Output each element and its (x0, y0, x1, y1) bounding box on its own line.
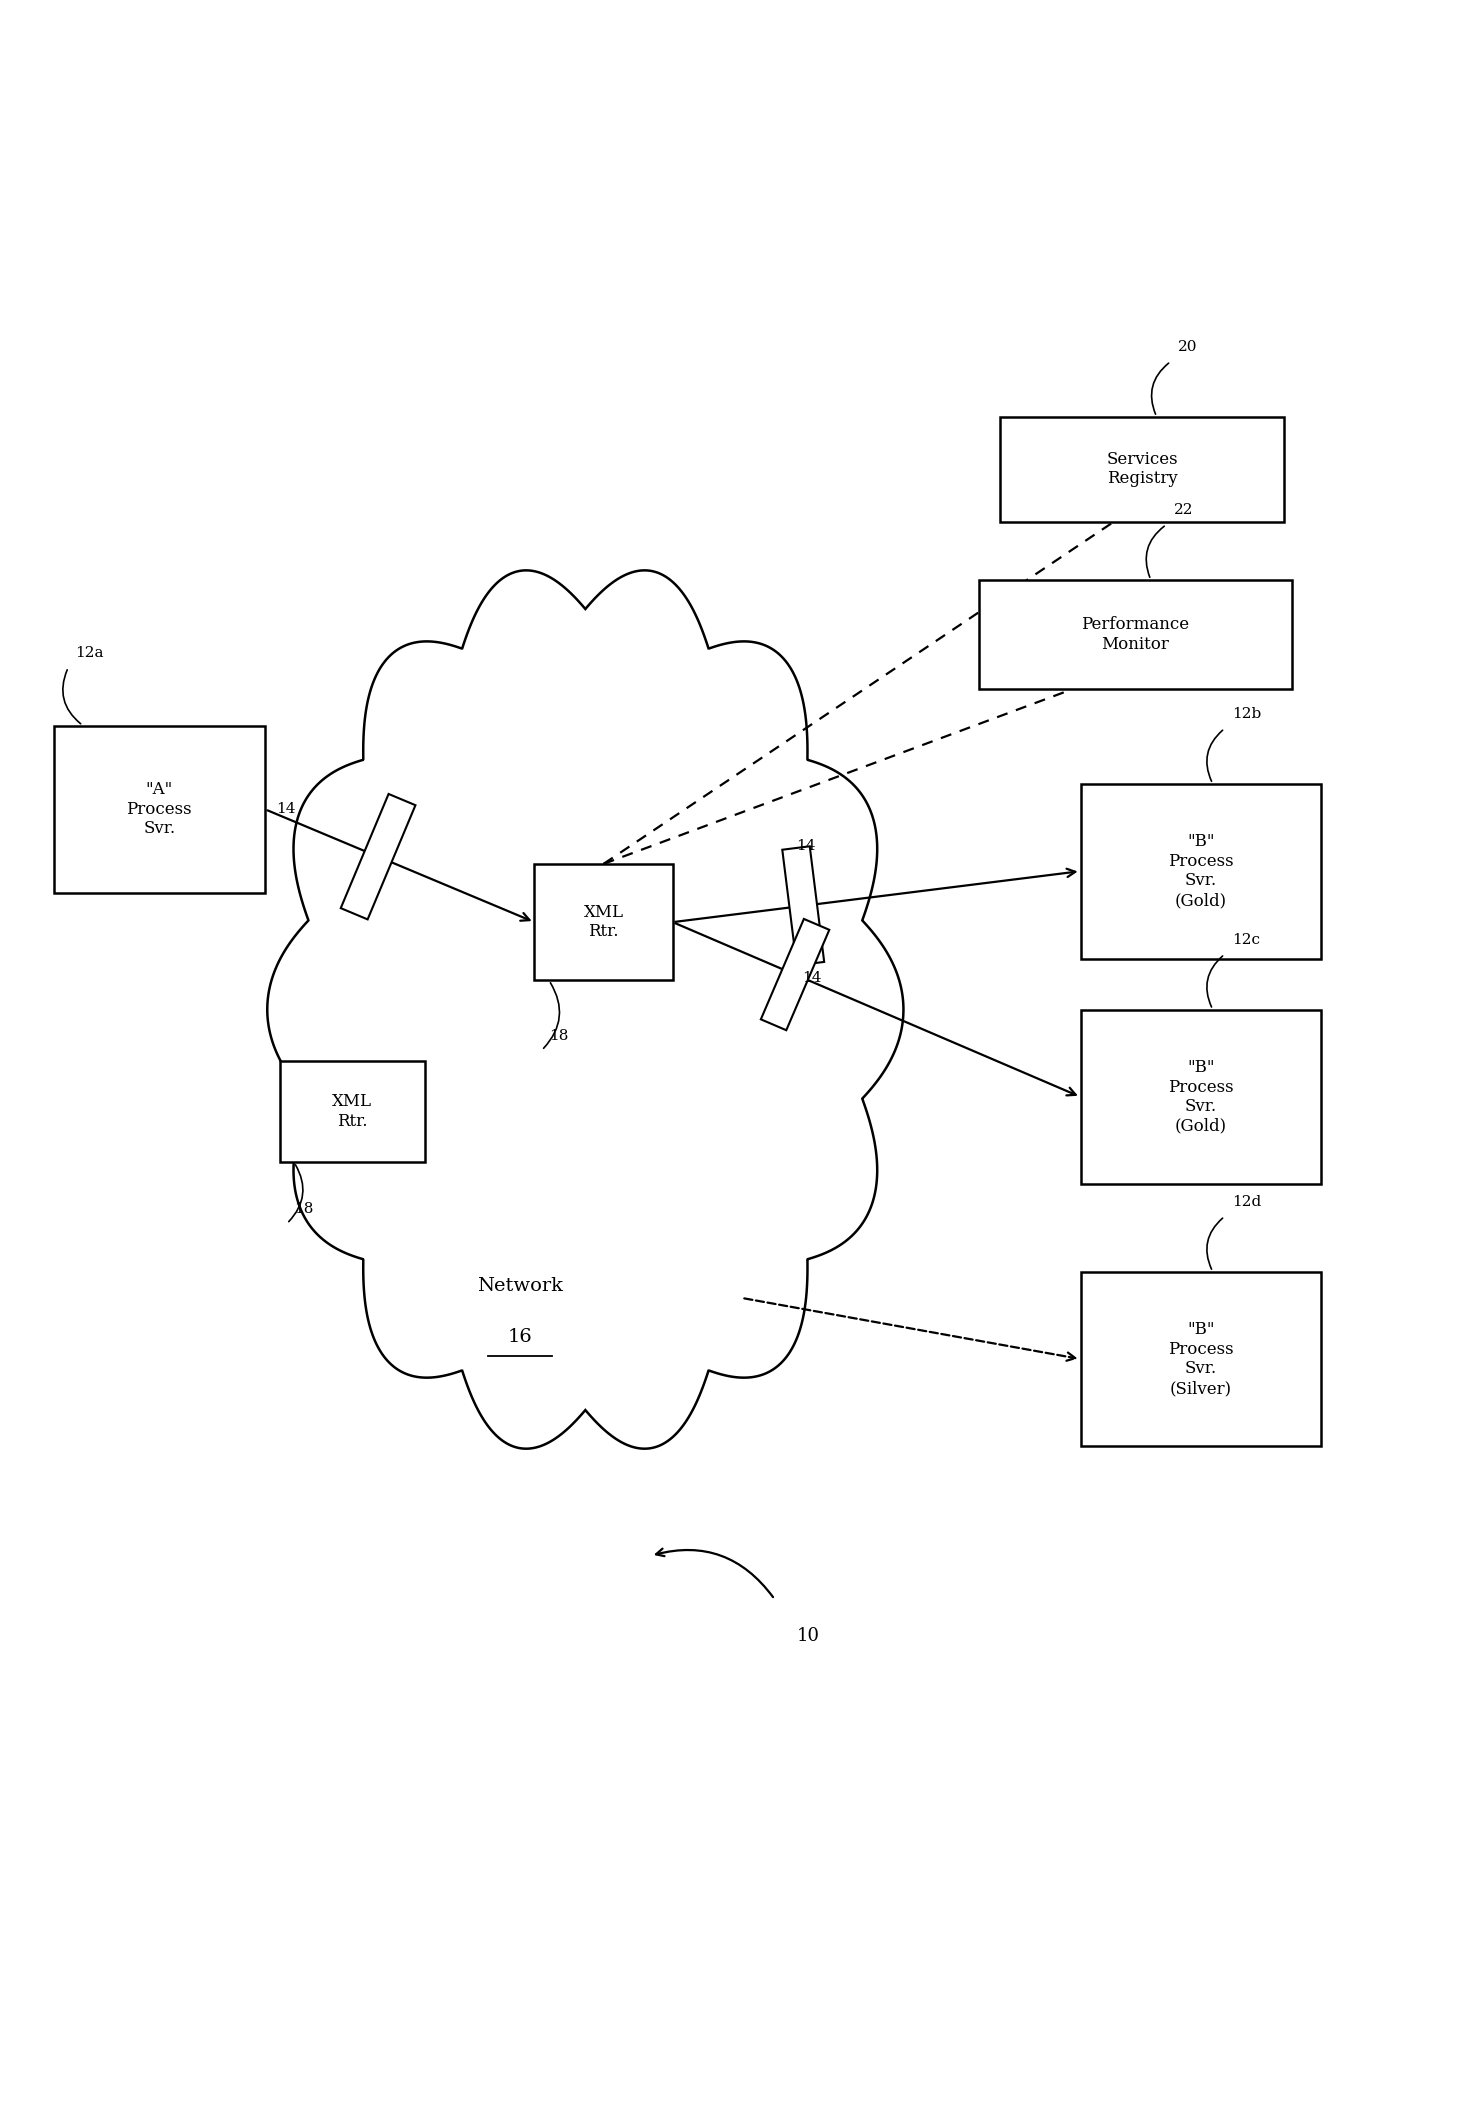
Text: Network: Network (477, 1277, 563, 1296)
Text: "B"
Process
Svr.
(Gold): "B" Process Svr. (Gold) (1168, 834, 1234, 910)
FancyBboxPatch shape (535, 863, 673, 980)
Text: 14: 14 (795, 840, 816, 853)
Polygon shape (760, 918, 829, 1031)
Polygon shape (341, 793, 415, 918)
FancyBboxPatch shape (1000, 416, 1285, 522)
Text: XML
Rtr.: XML Rtr. (332, 1092, 373, 1130)
Text: 18: 18 (548, 1029, 569, 1044)
Text: 22: 22 (1174, 503, 1193, 518)
FancyBboxPatch shape (54, 725, 265, 893)
Text: 12b: 12b (1232, 706, 1262, 721)
Text: 12a: 12a (76, 647, 104, 660)
FancyBboxPatch shape (279, 1060, 425, 1162)
FancyBboxPatch shape (1080, 785, 1320, 959)
FancyBboxPatch shape (978, 579, 1292, 689)
Text: 16: 16 (507, 1328, 532, 1347)
Text: 18: 18 (294, 1203, 313, 1215)
Text: Services
Registry: Services Registry (1107, 452, 1178, 488)
Text: "A"
Process
Svr.: "A" Process Svr. (127, 781, 192, 838)
Text: "B"
Process
Svr.
(Silver): "B" Process Svr. (Silver) (1168, 1321, 1234, 1398)
Text: 10: 10 (797, 1627, 820, 1644)
FancyBboxPatch shape (1080, 1010, 1320, 1184)
Text: "B"
Process
Svr.
(Gold): "B" Process Svr. (Gold) (1168, 1058, 1234, 1135)
Text: 12d: 12d (1232, 1194, 1262, 1209)
Polygon shape (268, 571, 904, 1449)
FancyBboxPatch shape (1080, 1273, 1320, 1447)
Text: 14: 14 (803, 971, 822, 984)
Text: 12c: 12c (1232, 933, 1260, 946)
Text: 14: 14 (276, 802, 295, 817)
Text: XML
Rtr.: XML Rtr. (583, 904, 624, 940)
Text: Performance
Monitor: Performance Monitor (1080, 617, 1189, 653)
Polygon shape (782, 846, 825, 965)
Text: 20: 20 (1178, 339, 1197, 354)
